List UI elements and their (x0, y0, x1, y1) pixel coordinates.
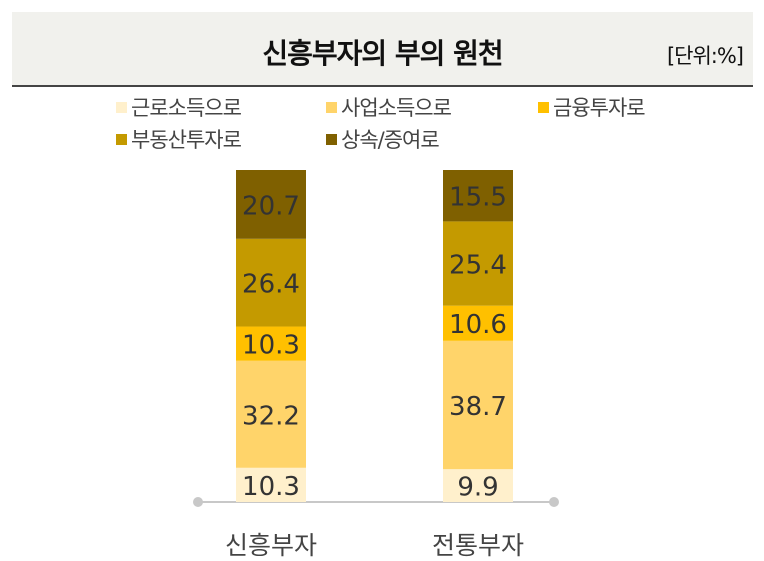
legend-swatch (538, 101, 549, 113)
data-label: 26.4 (242, 270, 300, 300)
bar-segment (236, 326, 306, 361)
legend-item-부동산투자: 부동산투자로 (116, 124, 242, 154)
legend-label: 근로소득으로 (131, 96, 242, 120)
bar-segment (443, 469, 513, 502)
bar-segment (236, 467, 306, 502)
header-divider (12, 85, 753, 87)
legend-label: 부동산투자로 (131, 128, 242, 152)
chart-header: 신흥부자의 부의 원천 [단위:%] (12, 12, 753, 85)
bar-segment (443, 340, 513, 470)
chart-title: 신흥부자의 부의 원천 (262, 37, 503, 70)
bar-segment (443, 221, 513, 306)
data-label: 10.3 (242, 472, 300, 502)
category-label: 신흥부자 (225, 531, 317, 560)
legend-item-사업소득: 사업소득으로 (326, 92, 452, 122)
data-label: 9.9 (457, 473, 498, 503)
axis-end-dot (193, 497, 203, 507)
data-label: 32.2 (242, 401, 300, 431)
legend-swatch (326, 133, 337, 145)
data-label: 15.5 (449, 183, 507, 213)
bar-segment (443, 305, 513, 341)
legend-item-상속증여: 상속/증여로 (326, 124, 440, 154)
bar-segment (236, 238, 306, 327)
legend-item-금융투자: 금융투자로 (538, 92, 646, 122)
bar-segment (236, 360, 306, 468)
legend-label: 상속/증여로 (341, 128, 440, 152)
category-label: 전통부자 (432, 531, 524, 560)
axis-end-dot (549, 497, 559, 507)
legend: 근로소득으로 사업소득으로 금융투자로 부동산투자로 상속/증여로 (116, 92, 716, 152)
bar-segment (443, 170, 513, 222)
unit-label: [단위:%] (666, 44, 744, 68)
legend-swatch (116, 133, 127, 145)
data-label: 10.6 (449, 310, 507, 340)
data-label: 10.3 (242, 331, 300, 361)
data-label: 38.7 (449, 392, 507, 422)
legend-label: 사업소득으로 (341, 96, 452, 120)
legend-item-근로소득: 근로소득으로 (116, 92, 242, 122)
data-label: 25.4 (449, 251, 507, 281)
legend-swatch (116, 101, 127, 113)
legend-swatch (326, 101, 337, 113)
data-label: 20.7 (242, 191, 300, 221)
bar-segment (236, 170, 306, 239)
legend-label: 금융투자로 (553, 96, 646, 120)
